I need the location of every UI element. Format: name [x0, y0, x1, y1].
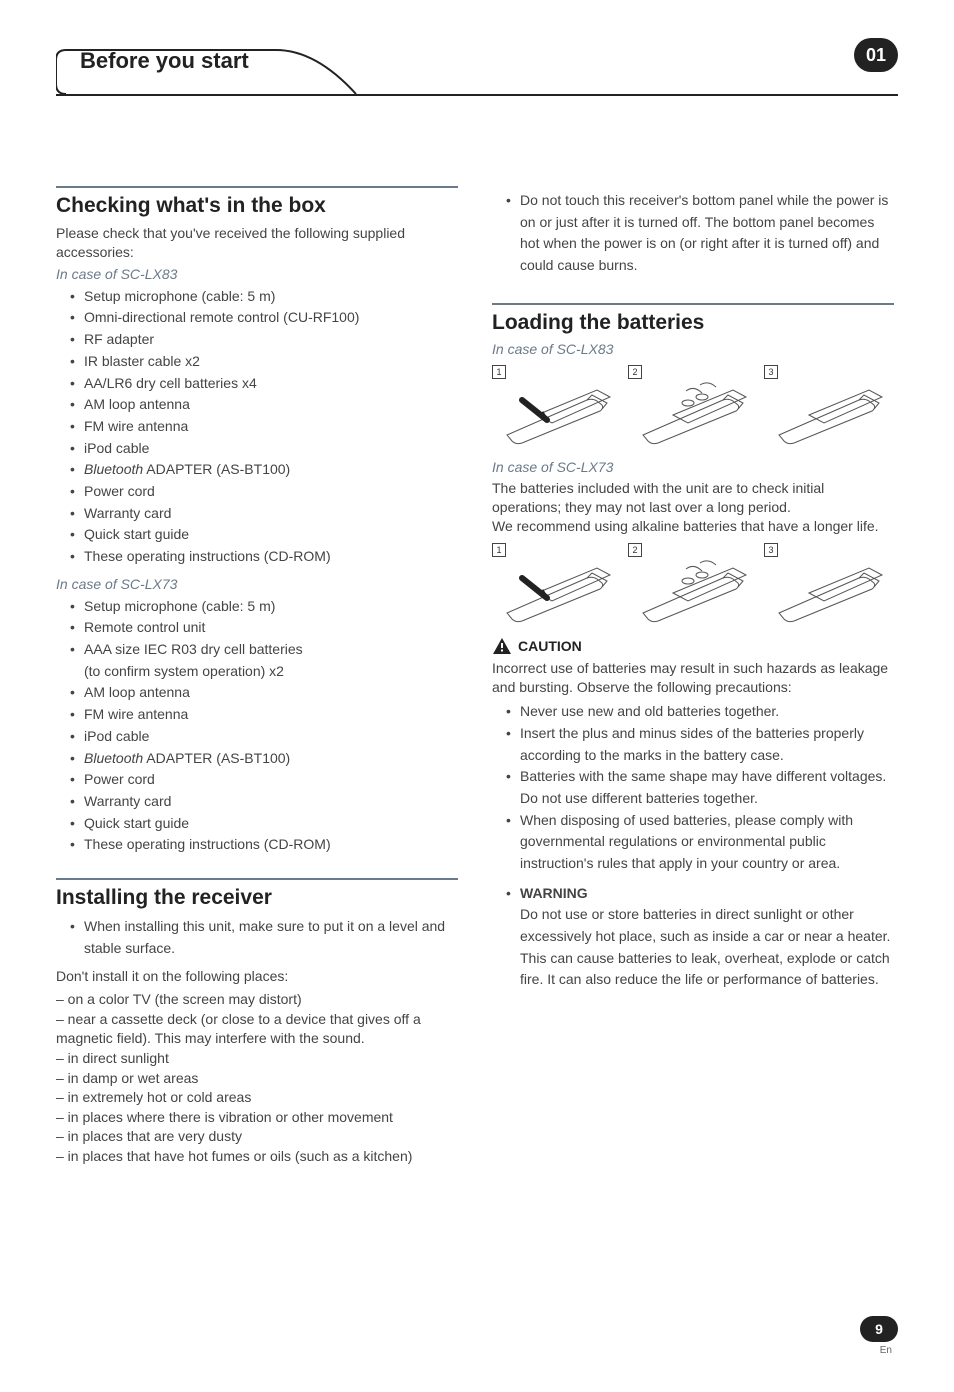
- diagram-step: 1: [492, 365, 618, 445]
- case-label-lx73: In case of SC-LX73: [56, 576, 458, 592]
- diagram-step: 2: [628, 543, 754, 623]
- list-item: When disposing of used batteries, please…: [520, 810, 894, 875]
- list-item: AA/LR6 dry cell batteries x4: [84, 373, 458, 395]
- list-item: These operating instructions (CD-ROM): [84, 546, 458, 568]
- caution-list: Never use new and old batteries together…: [492, 701, 894, 875]
- case-label-lx73-batt: In case of SC-LX73: [492, 459, 894, 475]
- list-item: Setup microphone (cable: 5 m): [84, 286, 458, 308]
- case-label-lx83-batt: In case of SC-LX83: [492, 341, 894, 357]
- step-number: 2: [628, 365, 642, 379]
- dont-install-intro: Don't install it on the following places…: [56, 967, 458, 986]
- step-number: 3: [764, 543, 778, 557]
- list-item: Quick start guide: [84, 524, 458, 546]
- list-item: Omni-directional remote control (CU-RF10…: [84, 307, 458, 329]
- list-item: Do not touch this receiver's bottom pane…: [520, 190, 894, 277]
- diagram-step: 1: [492, 543, 618, 623]
- dash-item: – in places that are very dusty: [56, 1127, 458, 1147]
- list-item: Setup microphone (cable: 5 m): [84, 596, 458, 618]
- chapter-badge: 01: [854, 38, 898, 72]
- battery-diagram-lx83: 1 2 3: [492, 365, 894, 445]
- warning-text: Do not use or store batteries in direct …: [520, 904, 894, 991]
- warning-block: WARNING Do not use or store batteries in…: [492, 883, 894, 991]
- list-item: Batteries with the same shape may have d…: [520, 766, 894, 809]
- warning-label: WARNING: [520, 885, 588, 901]
- list-item: These operating instructions (CD-ROM): [84, 834, 458, 856]
- battery-note-lx73: The batteries included with the unit are…: [492, 479, 894, 536]
- section-rule: [56, 186, 458, 188]
- left-column: Checking what's in the box Please check …: [56, 186, 458, 1167]
- dash-item: – in places where there is vibration or …: [56, 1108, 458, 1128]
- page-number-badge: 9: [860, 1316, 898, 1342]
- hot-panel-warning: Do not touch this receiver's bottom pane…: [492, 190, 894, 277]
- case-label-lx83: In case of SC-LX83: [56, 266, 458, 282]
- section-title-box: Checking what's in the box: [56, 194, 458, 218]
- intro-text: Please check that you've received the fo…: [56, 224, 458, 262]
- step-number: 3: [764, 365, 778, 379]
- diagram-step: 2: [628, 365, 754, 445]
- dash-item: – on a color TV (the screen may distort): [56, 990, 458, 1010]
- list-item: Remote control unit: [84, 617, 458, 639]
- list-item: Warranty card: [84, 503, 458, 525]
- dash-item: – in extremely hot or cold areas: [56, 1088, 458, 1108]
- list-item: RF adapter: [84, 329, 458, 351]
- dont-install-list: – on a color TV (the screen may distort)…: [56, 990, 458, 1166]
- list-item: Bluetooth ADAPTER (AS-BT100): [84, 748, 458, 770]
- list-item: When installing this unit, make sure to …: [84, 916, 458, 959]
- section-title-batteries: Loading the batteries: [492, 311, 894, 335]
- warning-triangle-icon: [492, 637, 512, 655]
- box-contents-lx73: Setup microphone (cable: 5 m)Remote cont…: [56, 596, 458, 856]
- list-item: Insert the plus and minus sides of the b…: [520, 723, 894, 766]
- list-item: Bluetooth ADAPTER (AS-BT100): [84, 459, 458, 481]
- step-number: 1: [492, 365, 506, 379]
- list-item: iPod cable: [84, 438, 458, 460]
- section-title-install: Installing the receiver: [56, 886, 458, 910]
- list-item: IR blaster cable x2: [84, 351, 458, 373]
- caution-intro: Incorrect use of batteries may result in…: [492, 659, 894, 697]
- list-item: Never use new and old batteries together…: [520, 701, 894, 723]
- header-title: Before you start: [80, 48, 249, 74]
- list-item: Power cord: [84, 769, 458, 791]
- step-number: 2: [628, 543, 642, 557]
- diagram-step: 3: [764, 365, 890, 445]
- step-number: 1: [492, 543, 506, 557]
- list-item: Quick start guide: [84, 813, 458, 835]
- list-item: FM wire antenna: [84, 416, 458, 438]
- list-item: iPod cable: [84, 726, 458, 748]
- list-item: AM loop antenna: [84, 682, 458, 704]
- list-item: FM wire antenna: [84, 704, 458, 726]
- dash-item: – near a cassette deck (or close to a de…: [56, 1010, 458, 1049]
- diagram-step: 3: [764, 543, 890, 623]
- install-bullet: When installing this unit, make sure to …: [56, 916, 458, 959]
- page-header: Before you start 01: [56, 44, 898, 96]
- dash-item: – in damp or wet areas: [56, 1069, 458, 1089]
- battery-diagram-lx73: 1 2 3: [492, 543, 894, 623]
- caution-label: CAUTION: [518, 638, 582, 654]
- list-item: Warranty card: [84, 791, 458, 813]
- list-item: AAA size IEC R03 dry cell batteries(to c…: [84, 639, 458, 682]
- page-content: Checking what's in the box Please check …: [0, 96, 954, 1167]
- list-item: AM loop antenna: [84, 394, 458, 416]
- section-rule: [56, 878, 458, 880]
- right-column: Do not touch this receiver's bottom pane…: [492, 186, 894, 1167]
- page-language: En: [880, 1345, 892, 1356]
- caution-heading: CAUTION: [492, 637, 894, 655]
- dash-item: – in places that have hot fumes or oils …: [56, 1147, 458, 1167]
- list-item: Power cord: [84, 481, 458, 503]
- box-contents-lx83: Setup microphone (cable: 5 m)Omni-direct…: [56, 286, 458, 568]
- dash-item: – in direct sunlight: [56, 1049, 458, 1069]
- list-item: WARNING Do not use or store batteries in…: [520, 883, 894, 991]
- section-rule: [492, 303, 894, 305]
